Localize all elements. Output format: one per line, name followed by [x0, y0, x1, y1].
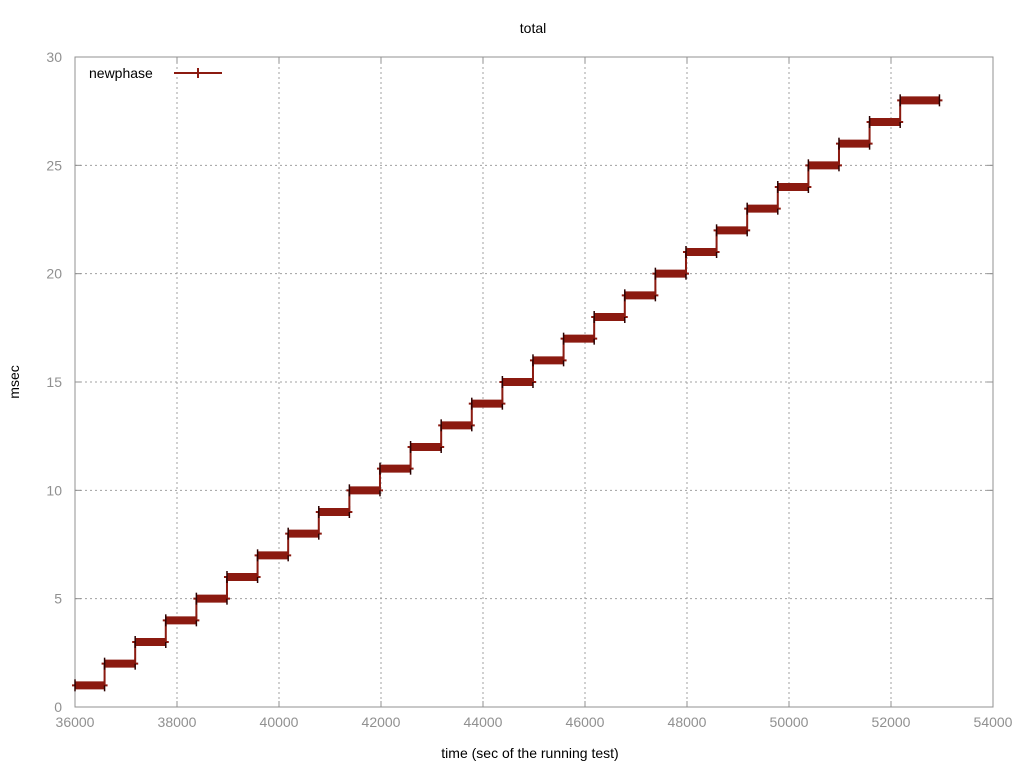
x-tick-label: 40000: [260, 714, 299, 730]
legend-label-newphase: newphase: [89, 65, 153, 81]
x-tick-label: 52000: [872, 714, 911, 730]
y-tick-label: 0: [54, 699, 62, 715]
x-tick-label: 38000: [158, 714, 197, 730]
x-tick-label: 48000: [668, 714, 707, 730]
series-newphase: [72, 94, 943, 692]
y-tick-label: 10: [46, 482, 62, 498]
y-tick-label: 30: [46, 49, 62, 65]
x-tick-label: 46000: [566, 714, 605, 730]
x-tick-label: 42000: [362, 714, 401, 730]
x-tick-label: 36000: [56, 714, 95, 730]
x-axis-title: time (sec of the running test): [441, 745, 618, 761]
axis-ticks: 36000 38000 40000 42000 44000 46000 48000 50000…: [46, 49, 1012, 730]
legend: newphase: [89, 65, 222, 81]
y-tick-label: 5: [54, 591, 62, 607]
x-tick-label: 54000: [974, 714, 1013, 730]
chart-title: total: [520, 20, 546, 36]
x-tick-label: 44000: [464, 714, 503, 730]
y-tick-label: 15: [46, 374, 62, 390]
y-tick-label: 25: [46, 157, 62, 173]
x-tick-label: 50000: [770, 714, 809, 730]
y-tick-label: 20: [46, 266, 62, 282]
y-axis-title: msec: [6, 365, 22, 398]
